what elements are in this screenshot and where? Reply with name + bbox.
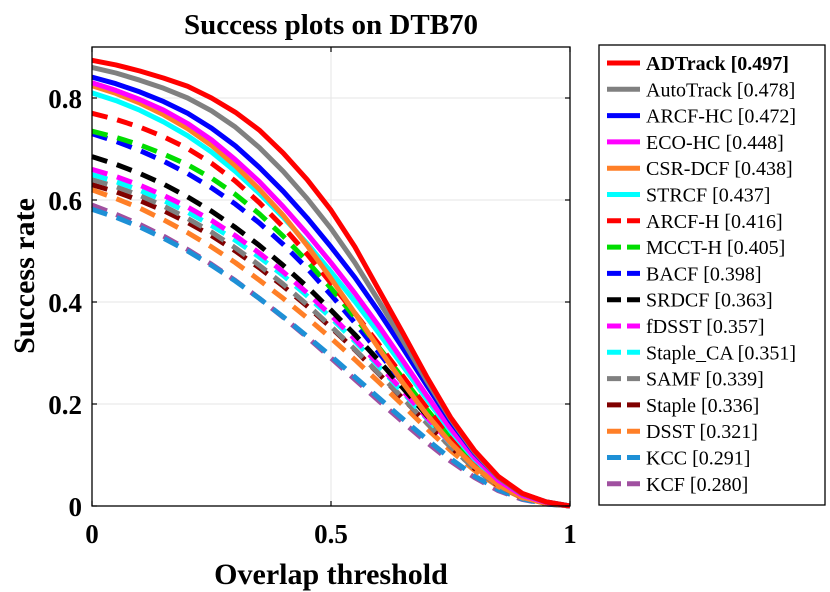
chart-title: Success plots on DTB70 [184, 9, 478, 41]
legend-label: AutoTrack [0.478] [646, 79, 795, 101]
legend-label: DSST [0.321] [646, 421, 758, 443]
legend-label: CSR-DCF [0.438] [646, 158, 793, 180]
y-tick-label: 0 [69, 492, 83, 522]
legend-label: KCF [0.280] [646, 474, 748, 496]
axis-ticks: 0 0.5 1 0 0.2 0.4 0.6 0.8 [48, 47, 577, 549]
y-axis-label: Success rate [8, 198, 41, 354]
y-tick-label: 0.4 [48, 288, 82, 318]
legend-label: BACF [0.398] [646, 263, 762, 285]
legend-label: ARCF-HC [0.472] [646, 106, 796, 128]
y-tick-label: 0.2 [48, 390, 82, 420]
legend-label: Staple_CA [0.351] [646, 342, 796, 364]
y-tick-label: 0.8 [48, 84, 82, 114]
series-line-csr-dcf [91, 83, 571, 509]
legend-label: ECO-HC [0.448] [646, 132, 784, 154]
series-line-eco-hc [91, 80, 571, 509]
x-tick-label: 0 [85, 519, 99, 549]
series-line-srdcf [91, 154, 571, 509]
legend-label: Staple [0.336] [646, 395, 759, 417]
x-tick-label: 0.5 [314, 519, 348, 549]
x-tick-label: 1 [563, 519, 577, 549]
series-layer [91, 57, 571, 509]
legend-label: ARCF-H [0.416] [646, 211, 783, 233]
y-tick-label: 0.6 [48, 186, 82, 216]
series-line-fdsst [91, 167, 571, 509]
legend-label: ADTrack [0.497] [646, 53, 789, 75]
x-axis-label: Overlap threshold [214, 558, 448, 591]
legend: ADTrack [0.497] AutoTrack [0.478] ARCF-HC … [607, 53, 796, 496]
legend-label: MCCT-H [0.405] [646, 237, 785, 259]
legend-label: KCC [0.291] [646, 448, 750, 470]
legend-label: STRCF [0.437] [646, 185, 770, 207]
series-line-mcct-h [91, 128, 571, 509]
legend-label: SAMF [0.339] [646, 369, 764, 391]
legend-label: SRDCF [0.363] [646, 290, 773, 312]
series-line-kcc [91, 206, 571, 509]
legend-label: fDSST [0.357] [646, 316, 765, 338]
series-line-adtrack [91, 57, 571, 509]
